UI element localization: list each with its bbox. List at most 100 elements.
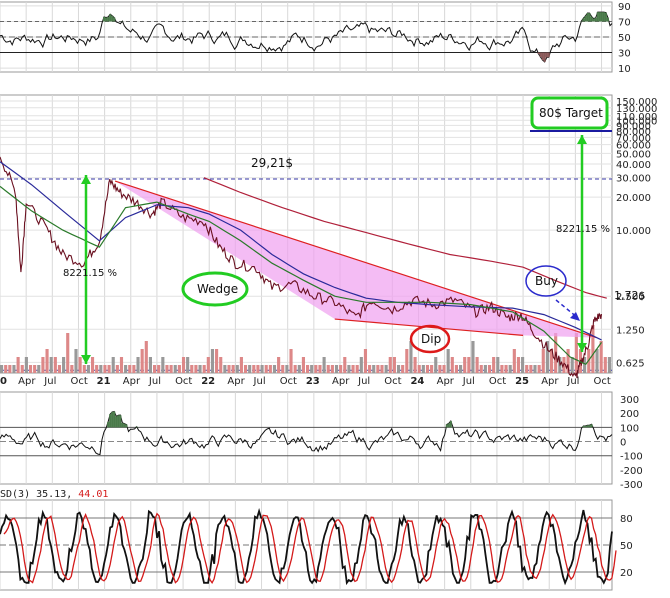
volume-bar xyxy=(37,365,41,373)
volume-bar xyxy=(264,365,268,373)
volume-bar xyxy=(392,357,396,373)
volume-bar xyxy=(227,365,231,373)
annotation-dip: Dip xyxy=(421,332,441,346)
cci-line xyxy=(0,410,613,456)
x-tick-label: Jul xyxy=(462,376,475,387)
price-tick-label: 80.000 xyxy=(616,127,651,138)
gain-arrow-right-head-up xyxy=(577,135,587,144)
volume-bar xyxy=(248,365,252,373)
volume-bar xyxy=(8,365,12,373)
x-tick-label: 24 xyxy=(410,376,424,387)
x-tick-label: 0 xyxy=(0,376,7,387)
volume-bar xyxy=(66,333,70,373)
x-tick-label: Apr xyxy=(18,376,36,387)
rsi-tick-label: 90 xyxy=(618,2,631,13)
volume-bar xyxy=(62,357,66,373)
volume-bar xyxy=(376,365,380,373)
price-tick-label: 10.000 xyxy=(616,226,651,237)
volume-bar xyxy=(243,365,248,373)
volume-bar xyxy=(483,365,487,373)
volume-bar xyxy=(190,365,194,373)
x-tick-label: Apr xyxy=(541,376,559,387)
price-tick-label: 60.000 xyxy=(616,141,651,152)
x-tick-label: Apr xyxy=(123,376,141,387)
volume-bar xyxy=(181,357,186,373)
volume-bar xyxy=(450,357,454,373)
volume-bar xyxy=(28,365,33,373)
volume-bar xyxy=(219,357,223,373)
volume-bar xyxy=(16,357,20,373)
volume-bar xyxy=(318,365,322,373)
volume-bar xyxy=(384,365,388,373)
volume-bar xyxy=(70,365,74,373)
price-tick-label: 150.000 xyxy=(616,97,657,108)
volume-bar xyxy=(475,357,479,373)
price-tick-label: 2.500 xyxy=(616,292,645,303)
price-series-line-0 xyxy=(0,156,603,379)
volume-bar xyxy=(322,357,326,373)
x-tick-label: Oct xyxy=(594,376,611,387)
annotation-price_label: 29,21$ xyxy=(251,156,293,170)
volume-bar xyxy=(206,357,210,373)
volume-bar xyxy=(425,365,430,373)
volume-bar xyxy=(442,365,446,373)
buy-ellipse xyxy=(525,265,567,297)
volume-bar xyxy=(297,365,301,373)
volume-bar xyxy=(591,325,595,373)
annotation-buy: Buy xyxy=(535,274,558,288)
price-tick-label: 0.625 xyxy=(616,358,645,369)
volume-bar xyxy=(521,357,525,373)
volume-bar xyxy=(549,349,554,373)
volume-bar xyxy=(496,357,500,373)
cci-tick-label: -200 xyxy=(620,466,643,477)
price-tick-label: 20.000 xyxy=(616,193,651,204)
gain-arrow-left-head-up xyxy=(81,175,91,184)
volume-bar xyxy=(41,357,45,373)
price-tick-label: 70.000 xyxy=(616,133,651,144)
volume-bar xyxy=(533,365,537,373)
volume-bar xyxy=(537,365,541,373)
x-tick-label: Jul xyxy=(43,376,56,387)
volume-bar xyxy=(396,365,401,373)
volume-bar xyxy=(583,357,587,373)
volume-bar xyxy=(281,365,285,373)
volume-bar xyxy=(512,349,516,373)
volume-bar xyxy=(516,357,521,373)
volume-bar xyxy=(339,365,343,373)
price-tick-label: 90.000 xyxy=(616,121,651,132)
volume-bar xyxy=(111,357,115,373)
annotation-pct2: 8221.15 % xyxy=(556,224,610,235)
volume-bar xyxy=(409,341,413,373)
wedge-ellipse xyxy=(181,271,249,307)
volume-bar xyxy=(289,349,293,373)
volume-bar xyxy=(504,365,508,373)
volume-bar xyxy=(165,365,169,373)
volume-bar xyxy=(607,357,611,373)
volume-bar xyxy=(148,357,152,373)
volume-bar xyxy=(153,365,157,373)
x-tick-label: Apr xyxy=(332,376,350,387)
volume-bar xyxy=(128,365,132,373)
x-tick-label: Oct xyxy=(384,376,401,387)
volume-bar xyxy=(33,365,37,373)
volume-bar xyxy=(272,365,277,373)
volume-bar xyxy=(487,365,492,373)
x-tick-label: 22 xyxy=(201,376,215,387)
volume-bar xyxy=(545,341,549,373)
cci-tick-label: 200 xyxy=(620,409,639,420)
volume-bar xyxy=(86,365,90,373)
volume-bar xyxy=(78,357,82,373)
volume-bar xyxy=(363,349,368,373)
volume-bar xyxy=(380,365,384,373)
price-tick-label: 1.250 xyxy=(616,325,645,336)
rsi-tick-label: 70 xyxy=(618,17,631,28)
volume-bar xyxy=(599,341,603,373)
volume-bar xyxy=(215,349,219,373)
volume-bar xyxy=(388,357,392,373)
volume-bar xyxy=(463,357,467,373)
volume-bar xyxy=(169,365,173,373)
volume-bar xyxy=(595,349,599,373)
volume-bar xyxy=(454,365,458,373)
volume-bar xyxy=(124,365,128,373)
x-tick-label: Apr xyxy=(437,376,455,387)
